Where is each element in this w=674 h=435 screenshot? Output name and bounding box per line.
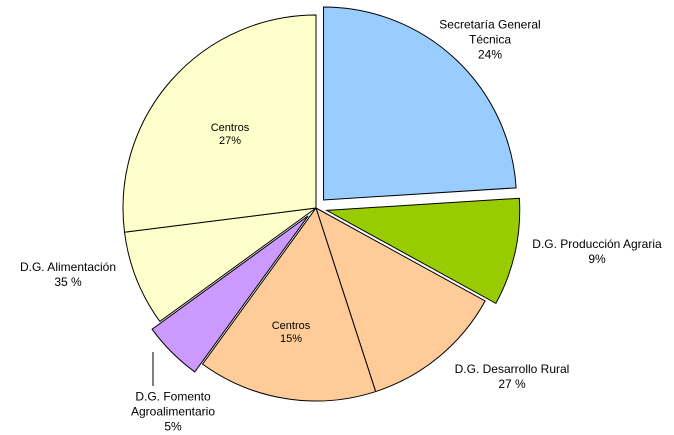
slice-label: D.G. Alimentación 35 %: [0, 260, 138, 290]
pie-slice: [151, 215, 309, 373]
slice-label: D.G. Fomento Agroalimentario 5%: [113, 390, 233, 435]
slice-name: Secretaría General Técnica: [439, 17, 541, 47]
slice-value-label: 27 %: [498, 377, 526, 391]
slice-label: D.G. Desarrollo Rural 27 %: [432, 362, 592, 392]
slice-name: D.G. Alimentación: [19, 260, 117, 274]
inner-value-label: 15%: [279, 333, 303, 345]
pie-slice: [315, 206, 486, 393]
slice-value-label: 24%: [477, 47, 503, 62]
slice-value-label: 35 %: [54, 275, 82, 289]
slice-value-label: 5%: [164, 419, 182, 434]
slice-value-label: 9%: [588, 252, 606, 266]
inner-label: Centros 15%: [272, 320, 311, 346]
pie-slice: [323, 6, 517, 201]
pie-slice: [123, 207, 317, 323]
inner-label: Centros 27%: [211, 122, 250, 148]
slice-name: D.G. Fomento Agroalimentario: [130, 389, 216, 419]
inner-name: Centros: [271, 320, 311, 332]
slice-label: Secretaría General Técnica 24%: [420, 18, 560, 63]
pie-sub-slice: [201, 206, 377, 402]
inner-name: Centros: [210, 122, 250, 134]
slice-label: D.G. Producción Agraria 9%: [512, 237, 674, 267]
slice-name: D.G. Desarrollo Rural: [454, 362, 570, 376]
pie-slice: [324, 197, 521, 305]
slice-name: D.G. Producción Agraria: [532, 237, 662, 251]
inner-value-label: 27%: [218, 135, 242, 147]
pie-sub-slice: [122, 14, 317, 233]
